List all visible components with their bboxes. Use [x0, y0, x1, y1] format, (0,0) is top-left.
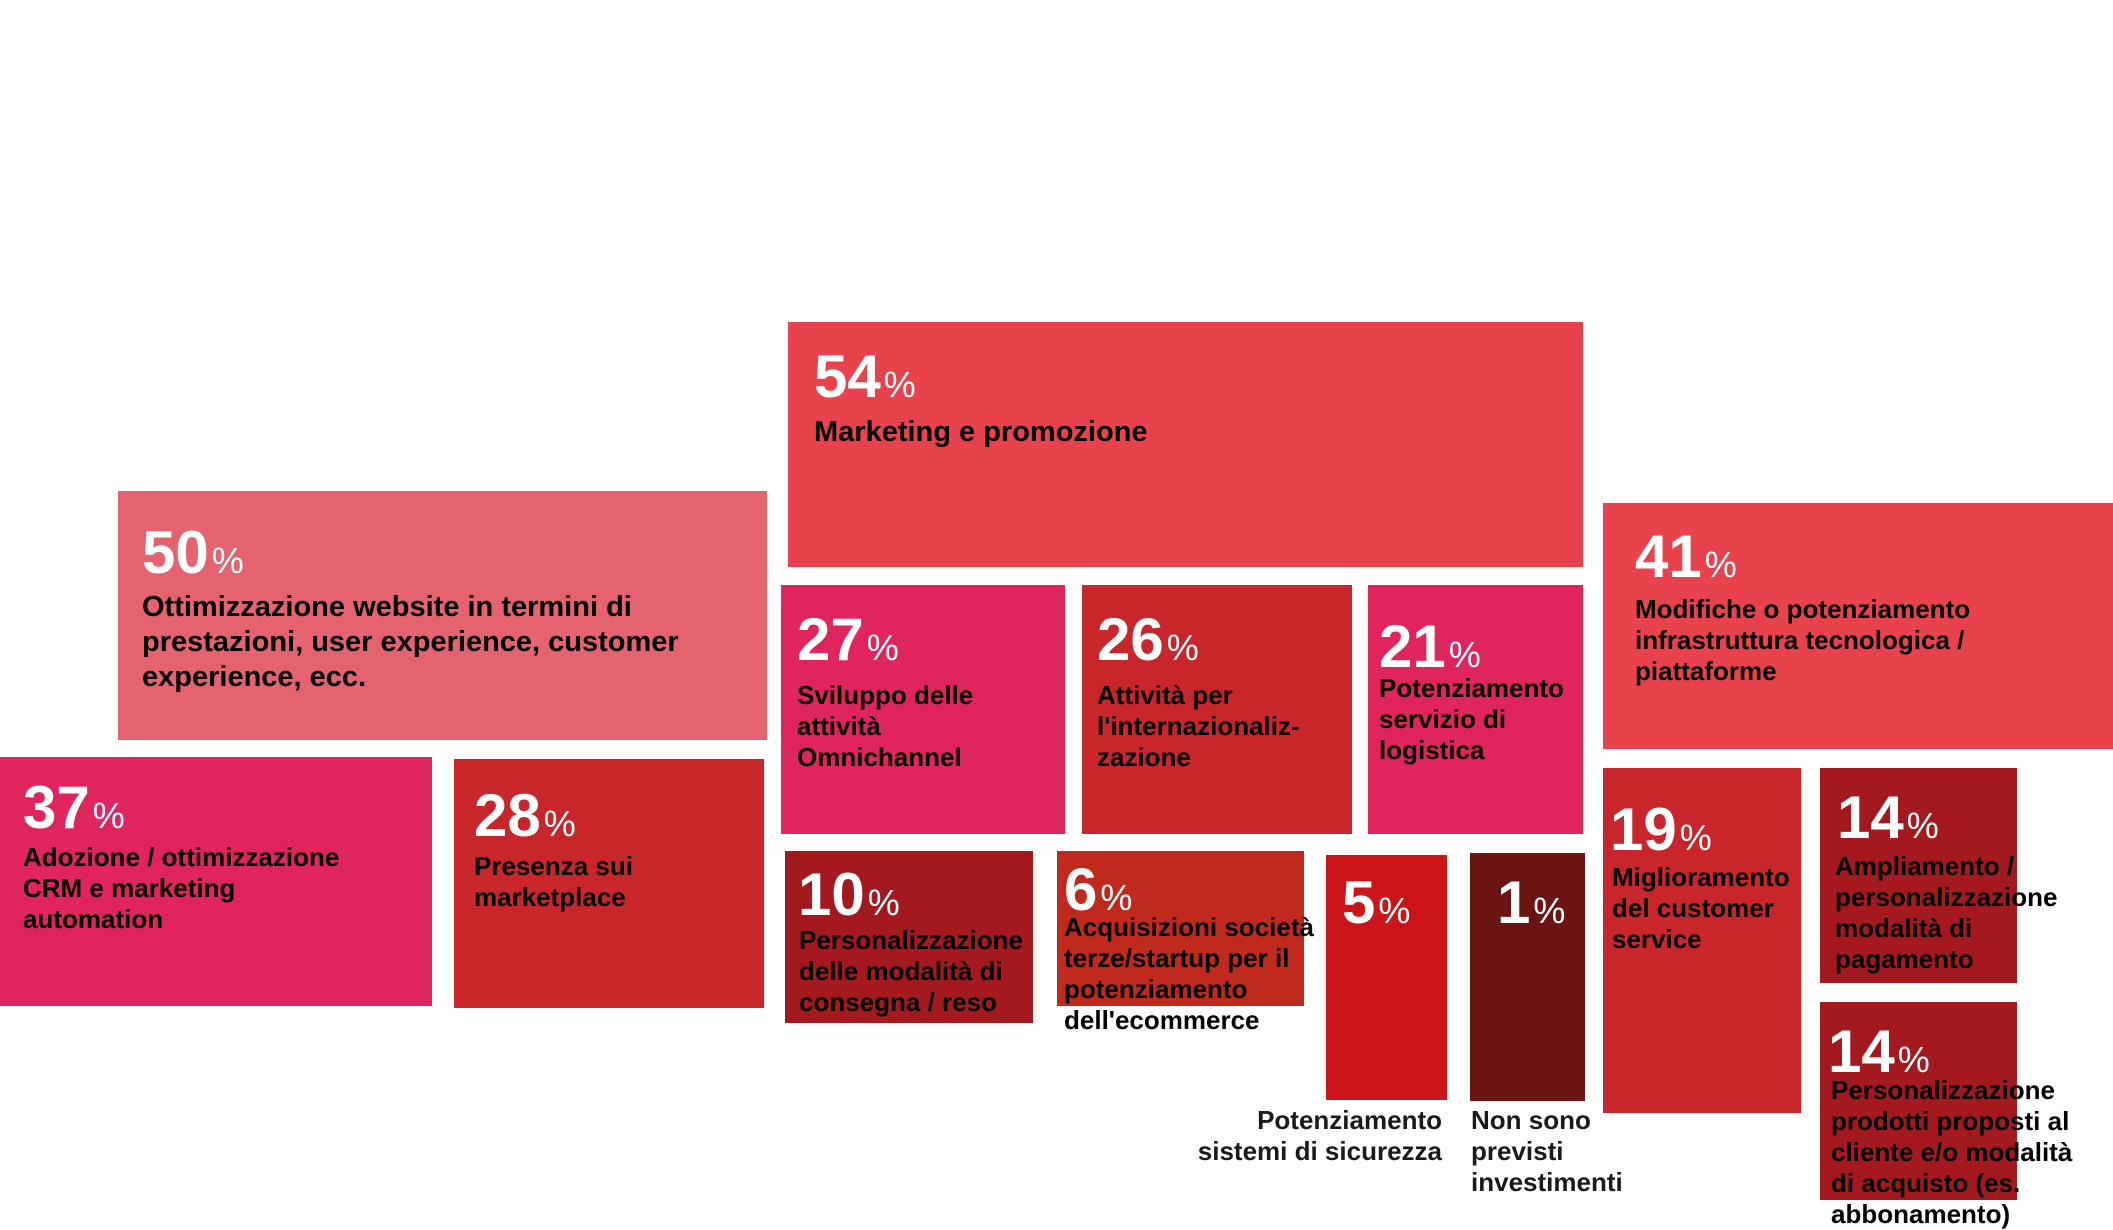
percent-sign: % — [211, 540, 244, 581]
tile-percentage: 37% — [23, 778, 125, 838]
treemap-tile — [785, 851, 1033, 1023]
tile-percentage: 27% — [797, 610, 899, 670]
percent-sign: % — [1906, 805, 1939, 846]
tile-value: 54 — [814, 343, 881, 410]
tile-label: Presenza sui marketplace — [474, 851, 633, 912]
percent-sign: % — [1100, 877, 1133, 918]
tile-value: 41 — [1635, 523, 1702, 590]
percent-sign: % — [1897, 1039, 1930, 1080]
treemap-tile — [1470, 853, 1585, 1101]
tile-label: Miglioramento del customer service — [1612, 862, 1790, 954]
treemap-tile — [1820, 768, 2017, 983]
tile-percentage: 14% — [1828, 1022, 1930, 1082]
percent-sign: % — [1448, 634, 1481, 675]
tile-label: Ampliamento / personalizzazione modalità… — [1835, 851, 2058, 974]
tile-label: Acquisizioni società terze/startup per i… — [1064, 912, 1314, 1035]
tile-percentage: 50% — [142, 523, 244, 583]
percent-sign: % — [1704, 544, 1737, 585]
percent-sign: % — [92, 795, 125, 836]
treemap-tile — [1326, 855, 1447, 1100]
tile-percentage: 26% — [1097, 610, 1199, 670]
tile-label: Modifiche o potenziamento infrastruttura… — [1635, 594, 1971, 686]
tile-label: Personalizzazione delle modalità di cons… — [799, 925, 1023, 1017]
percent-sign: % — [1533, 890, 1566, 931]
percent-sign: % — [867, 882, 900, 923]
tile-label: Adozione / ottimizzazione CRM e marketin… — [23, 842, 340, 934]
percent-sign: % — [1378, 890, 1411, 931]
tile-label: Potenziamento servizio di logistica — [1379, 673, 1564, 765]
tile-label: Sviluppo delle attività Omnichannel — [797, 680, 974, 772]
treemap-tile — [788, 322, 1583, 567]
percent-sign: % — [1166, 627, 1199, 668]
tile-label: Personalizzazione prodotti proposti al c… — [1831, 1075, 2073, 1229]
tile-percentage: 6% — [1064, 860, 1132, 920]
tile-percentage: 28% — [474, 786, 576, 846]
treemap-tile — [118, 491, 767, 740]
tile-value: 50 — [142, 519, 209, 586]
tile-label: Non sono previsti investimenti — [1471, 1105, 1623, 1197]
tile-percentage: 5% — [1342, 873, 1410, 933]
treemap-tile — [781, 585, 1065, 834]
tile-value: 19 — [1610, 796, 1677, 863]
tile-value: 27 — [797, 606, 864, 673]
tile-label: Ottimizzazione website in termini di pre… — [142, 591, 679, 693]
tile-percentage: 10% — [798, 865, 900, 925]
tile-percentage: 21% — [1379, 617, 1481, 677]
treemap-tile — [0, 757, 432, 1006]
tile-value: 6 — [1064, 856, 1098, 923]
tile-value: 14 — [1837, 784, 1904, 851]
treemap-tile — [1368, 585, 1583, 834]
percent-sign: % — [866, 627, 899, 668]
tile-percentage: 19% — [1610, 800, 1712, 860]
treemap-tile — [1603, 768, 1801, 1113]
tile-value: 37 — [23, 774, 90, 841]
tile-value: 10 — [798, 861, 865, 928]
tile-percentage: 41% — [1635, 527, 1737, 587]
tile-label: Potenziamento sistemi di sicurezza — [1197, 1105, 1442, 1166]
tile-percentage: 14% — [1837, 788, 1939, 848]
tile-value: 1 — [1497, 869, 1531, 936]
tile-value: 21 — [1379, 613, 1446, 680]
treemap-tile — [1603, 503, 2113, 749]
percent-sign: % — [883, 364, 916, 405]
percent-sign: % — [543, 803, 576, 844]
tile-percentage: 1% — [1497, 873, 1565, 933]
treemap-tile — [454, 759, 764, 1008]
tile-value: 26 — [1097, 606, 1164, 673]
tile-label: Marketing e promozione — [814, 416, 1148, 448]
tile-value: 5 — [1342, 869, 1376, 936]
percent-sign: % — [1679, 817, 1712, 858]
treemap-tile — [1057, 851, 1304, 1006]
tile-value: 28 — [474, 782, 541, 849]
treemap-tile — [1082, 585, 1352, 834]
tile-percentage: 54% — [814, 347, 916, 407]
treemap-tile — [1820, 1002, 2017, 1200]
tile-label: Attività per l'internazionaliz- zazione — [1097, 680, 1300, 772]
tile-value: 14 — [1828, 1018, 1895, 1085]
